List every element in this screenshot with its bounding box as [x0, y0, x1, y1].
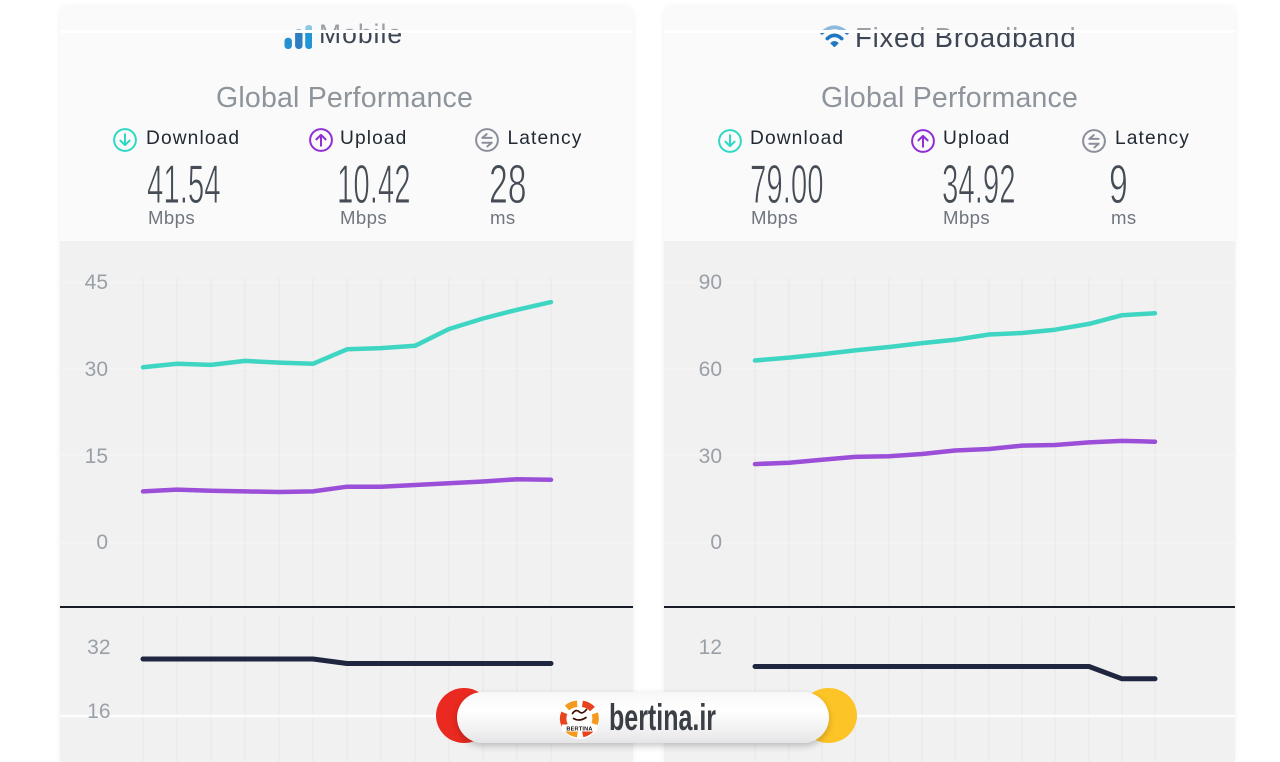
svg-text:BERTINA: BERTINA [566, 726, 592, 732]
